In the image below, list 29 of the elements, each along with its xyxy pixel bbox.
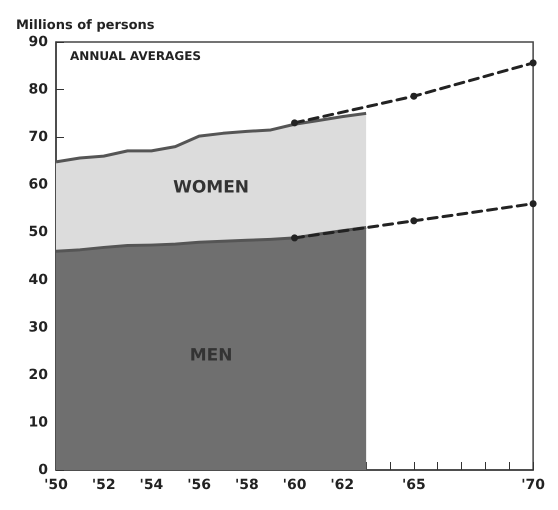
y-tick-label: 20 (28, 366, 48, 383)
y-tick-label: 50 (28, 224, 48, 240)
x-tick-label: '54 (140, 477, 164, 493)
y-tick-label: 90 (28, 34, 48, 50)
series-label: WOMEN (173, 177, 250, 198)
point (291, 119, 298, 126)
x-tick-label: '62 (330, 477, 354, 493)
y-tick-label: 60 (28, 176, 48, 193)
annotation: ANNUAL AVERAGES (70, 49, 202, 63)
point (410, 217, 418, 224)
point (291, 234, 298, 242)
y-tick-label: 10 (28, 414, 48, 430)
x-tick-label: '60 (282, 477, 307, 493)
point (530, 200, 537, 208)
x-tick-label: '56 (187, 477, 212, 493)
y-tick-label: 40 (28, 272, 48, 288)
point (410, 92, 418, 100)
series-label: MEN (190, 346, 232, 366)
point (530, 59, 537, 66)
y-axis-title: Millions of persons (16, 18, 155, 33)
y-tick-label: 0 (38, 462, 48, 478)
x-tick-label: '58 (234, 477, 259, 493)
y-tick-label: 80 (28, 82, 48, 98)
x-tick-label: '50 (44, 477, 68, 493)
x-tick-label: '70 (521, 477, 546, 493)
y-tick-label: 70 (28, 129, 48, 146)
x-tick-label: '65 (402, 477, 426, 493)
y-tick-label: 30 (28, 319, 48, 336)
x-tick-label: '52 (92, 477, 116, 493)
